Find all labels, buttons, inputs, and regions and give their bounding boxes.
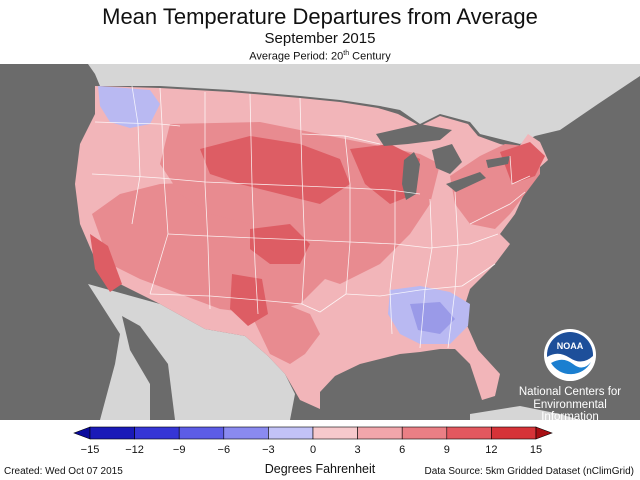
mexico-land (88, 284, 295, 420)
lake-huron (432, 144, 462, 174)
colorbar-cell (312, 426, 358, 440)
colorbar-cell (178, 426, 225, 440)
canada-land (88, 64, 640, 144)
legend-tick-label: 15 (529, 444, 543, 456)
title-block: Mean Temperature Departures from Average… (0, 0, 640, 64)
cool-region-pacific-northwest (98, 86, 160, 128)
legend-tick-label: 6 (399, 444, 406, 456)
average-period-suffix: Century (349, 50, 391, 63)
ncei-branding: NOAA National Centers for Environmental … (505, 328, 635, 420)
lake-michigan (402, 152, 420, 200)
legend-ticks: −15 −12 −9 −6 −3 0 3 6 9 12 15 (0, 444, 640, 458)
hot-region-north-plains (200, 136, 350, 204)
lake-superior (376, 124, 452, 146)
noaa-emblem-sea (551, 359, 591, 375)
colorbar-cell (223, 426, 269, 440)
warm-region-texas (250, 304, 320, 364)
temperature-map: NOAA National Centers for Environmental … (0, 64, 640, 420)
colorbar-cell (134, 426, 180, 440)
colorbar-cell (446, 426, 492, 440)
colorbar-low-arrow (73, 426, 91, 440)
colorbar-cell (268, 426, 314, 440)
legend-tick-label: −9 (172, 444, 186, 456)
legend-tick-label: −6 (217, 444, 231, 456)
colorbar-cell (89, 426, 135, 440)
average-period-prefix: Average Period: 20 (249, 50, 344, 63)
map-svg (0, 64, 640, 420)
legend-tick-label: 3 (354, 444, 361, 456)
lake-erie (446, 172, 486, 192)
legend-tick-label: 0 (309, 444, 317, 456)
legend-tick-label: 9 (443, 444, 450, 456)
hot-region-new-mexico (230, 274, 268, 326)
ncei-name-line-3: Information (541, 411, 599, 420)
map-title: Mean Temperature Departures from Average (102, 4, 538, 29)
gulf-of-california (122, 316, 175, 420)
created-date: Created: Wed Oct 07 2015 (4, 466, 123, 477)
hot-region-colorado (250, 224, 310, 264)
legend-colorbar (73, 426, 553, 440)
legend-tick-label: −15 (80, 444, 100, 456)
average-period: Average Period: 20th Century (0, 47, 640, 64)
ncei-name-line-1: National Centers for (518, 386, 622, 398)
colorbar-cells (73, 426, 553, 440)
state-boundaries (91, 85, 531, 349)
cool-region-southeast-core (410, 302, 455, 334)
colorbar-cell (357, 426, 403, 440)
lake-ontario (486, 156, 510, 168)
noaa-emblem-icon: NOAA (543, 328, 597, 382)
legend-units: Degrees Fahrenheit (264, 462, 376, 476)
hot-region-great-lakes (350, 144, 420, 204)
noaa-emblem-text: NOAA (557, 341, 584, 351)
cuba-land (470, 406, 580, 420)
colorbar-cell (491, 426, 537, 440)
ncei-name: National Centers for Environmental Infor… (505, 386, 635, 420)
noaa-emblem-svg: NOAA (544, 329, 596, 381)
legend-tick-label: 12 (485, 444, 498, 456)
hot-region-california (90, 234, 122, 292)
colorbar-cell (401, 426, 448, 440)
average-period-ordinal: th (343, 50, 350, 57)
data-source: Data Source: 5km Gridded Dataset (nClimG… (424, 466, 634, 477)
legend-tick-label: −3 (262, 444, 275, 456)
legend-tick-label: −12 (125, 444, 144, 456)
colorbar-high-arrow (535, 426, 553, 440)
ncei-name-line-2: Environmental (533, 398, 607, 411)
map-subtitle: September 2015 (264, 30, 376, 47)
footer (0, 420, 640, 480)
